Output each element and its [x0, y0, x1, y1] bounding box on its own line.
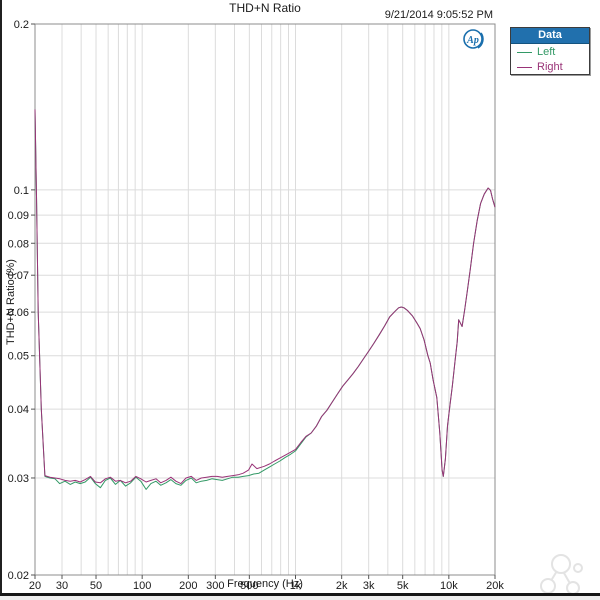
chart-timestamp: 9/21/2014 9:05:52 PM — [384, 9, 493, 21]
y-tick-label: 0.03 — [8, 473, 29, 485]
x-tick-label: 10k — [440, 580, 458, 592]
window-left-edge — [0, 0, 2, 593]
x-tick-label: 3k — [363, 580, 375, 592]
y-tick-label: 0.05 — [8, 351, 29, 363]
x-tick-label: 100 — [133, 580, 151, 592]
y-tick-label: 0.09 — [8, 210, 29, 222]
legend-header: Data — [511, 28, 589, 44]
ap-logo-icon — [463, 29, 483, 49]
y-tick-label: 0.06 — [8, 307, 29, 319]
x-tick-label: 200 — [179, 580, 197, 592]
x-tick-label: 500 — [240, 580, 258, 592]
y-tick-label: 0.08 — [8, 238, 29, 250]
legend-item-right[interactable]: Right — [511, 59, 589, 74]
plot-border — [34, 23, 496, 576]
ap-logo-swoosh-icon — [477, 32, 484, 49]
ap-logo-text: Ap — [466, 35, 479, 46]
watermark-icon — [573, 563, 583, 573]
x-tick-label: 50 — [90, 580, 102, 592]
legend-panel: Data Left Right — [510, 27, 590, 75]
watermark-icon — [551, 554, 571, 574]
y-axis-title: THD+N Ratio (%) — [5, 259, 17, 345]
x-tick-label: 20k — [486, 580, 504, 592]
legend-item-left[interactable]: Left — [511, 44, 589, 59]
y-tick-label: 0.1 — [14, 185, 29, 197]
right-line-swatch-icon — [517, 66, 532, 68]
left-line-swatch-icon — [517, 51, 532, 53]
y-tick-label: 0.02 — [8, 570, 29, 582]
window-bottom-strip — [0, 596, 600, 600]
legend-label-left: Left — [537, 46, 556, 58]
chart-title: THD+N Ratio — [229, 1, 301, 15]
window-bottom-border — [0, 593, 600, 596]
series-line-left — [34, 109, 496, 490]
series-line-right — [34, 109, 496, 485]
x-tick-label: 300 — [206, 580, 224, 592]
x-tick-label: 30 — [56, 580, 68, 592]
x-tick-label: 1k — [290, 580, 302, 592]
x-tick-label: 5k — [397, 580, 409, 592]
watermark-icon — [540, 578, 556, 594]
y-tick-label: 0.04 — [8, 404, 29, 416]
x-tick-label: 2k — [336, 580, 348, 592]
legend-label-right: Right — [537, 61, 563, 73]
x-axis-title: Frequency (Hz) — [227, 578, 303, 590]
y-tick-label: 0.2 — [14, 19, 29, 31]
x-tick-label: 20 — [29, 580, 41, 592]
y-tick-label: 0.07 — [8, 270, 29, 282]
